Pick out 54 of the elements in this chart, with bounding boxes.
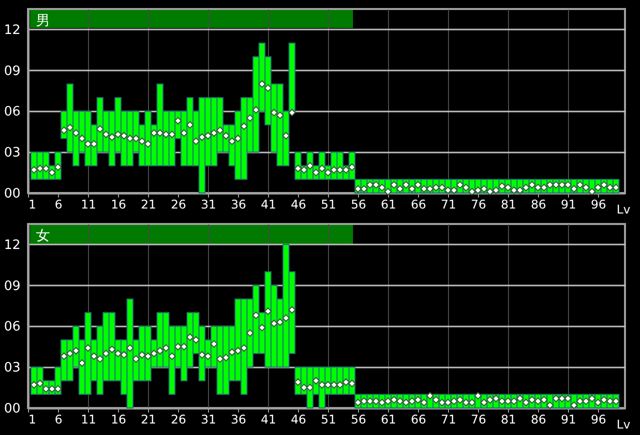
x-tick-label: 11 bbox=[80, 198, 96, 212]
x-tick-label: 66 bbox=[410, 412, 426, 426]
x-tick-label: 46 bbox=[290, 198, 306, 212]
x-tick-label: 6 bbox=[54, 412, 62, 426]
x-tick-label: 61 bbox=[380, 198, 396, 212]
y-tick-label: 12 bbox=[4, 238, 20, 253]
chart-title: 男 bbox=[36, 13, 50, 29]
x-tick-label: 26 bbox=[170, 412, 186, 426]
chart-title: 女 bbox=[36, 228, 50, 244]
x-tick-label: 51 bbox=[320, 198, 336, 212]
x-axis-title: Lv bbox=[616, 418, 630, 432]
y-tick-label: 03 bbox=[4, 146, 20, 161]
x-tick-label: 96 bbox=[590, 412, 606, 426]
x-tick-label: 26 bbox=[170, 198, 186, 212]
x-tick-label: 31 bbox=[200, 412, 216, 426]
y-tick-label: 09 bbox=[4, 278, 20, 294]
x-tick-label: 46 bbox=[290, 412, 306, 426]
x-tick-label: 76 bbox=[470, 412, 486, 426]
x-tick-label: 16 bbox=[110, 198, 126, 212]
x-tick-label: 16 bbox=[110, 412, 126, 426]
x-tick-label: 6 bbox=[54, 198, 62, 212]
x-tick-label: 71 bbox=[440, 412, 456, 426]
x-tick-label: 91 bbox=[560, 412, 576, 426]
x-axis-title: Lv bbox=[616, 202, 630, 216]
y-tick-label: 03 bbox=[4, 360, 20, 376]
x-tick-label: 51 bbox=[320, 412, 336, 426]
x-tick-label: 56 bbox=[350, 198, 366, 212]
x-tick-label: 36 bbox=[230, 198, 246, 212]
y-tick-label: 12 bbox=[4, 22, 20, 38]
x-tick-label: 1 bbox=[28, 198, 36, 212]
x-tick-label: 96 bbox=[590, 198, 606, 212]
y-tick-label: 00 bbox=[4, 402, 20, 416]
x-tick-label: 31 bbox=[200, 198, 216, 212]
x-tick-label: 11 bbox=[80, 412, 96, 426]
x-tick-label: 66 bbox=[410, 198, 426, 212]
x-tick-label: 21 bbox=[140, 198, 156, 212]
x-tick-label: 86 bbox=[530, 198, 546, 212]
x-tick-label: 76 bbox=[470, 198, 486, 212]
x-tick-label: 21 bbox=[140, 412, 156, 426]
x-tick-label: 86 bbox=[530, 412, 546, 426]
x-tick-label: 61 bbox=[380, 412, 396, 426]
x-tick-label: 1 bbox=[28, 412, 36, 426]
y-tick-label: 06 bbox=[4, 320, 20, 335]
x-tick-label: 41 bbox=[260, 412, 276, 426]
x-tick-label: 81 bbox=[500, 412, 516, 426]
x-tick-label: 36 bbox=[230, 412, 246, 426]
y-tick-label: 00 bbox=[4, 186, 20, 202]
x-tick-label: 71 bbox=[440, 198, 456, 212]
x-tick-label: 81 bbox=[500, 198, 516, 212]
x-tick-label: 56 bbox=[350, 412, 366, 426]
x-tick-label: 41 bbox=[260, 198, 276, 212]
y-tick-label: 06 bbox=[4, 104, 20, 120]
x-tick-label: 91 bbox=[560, 198, 576, 212]
y-tick-label: 09 bbox=[4, 64, 20, 79]
